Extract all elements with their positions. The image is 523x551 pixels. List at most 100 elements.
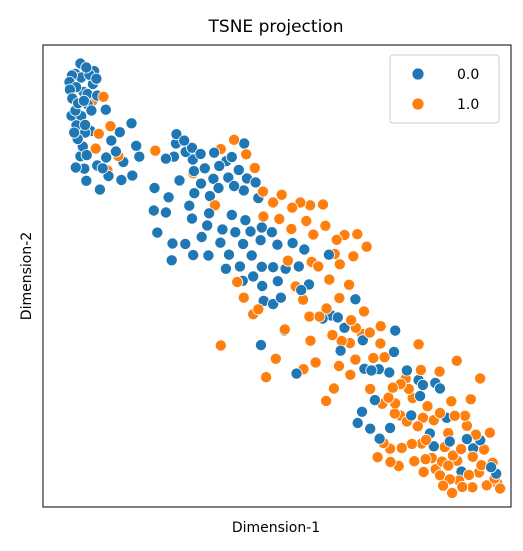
scatter-point-0.0 <box>233 260 246 273</box>
scatter-point-1.0 <box>228 133 241 146</box>
scatter-point-0.0 <box>443 435 456 448</box>
points-layer <box>63 57 507 499</box>
scatter-point-0.0 <box>212 181 225 194</box>
scatter-point-0.0 <box>216 223 229 236</box>
scatter-point-0.0 <box>237 184 250 197</box>
scatter-point-0.0 <box>383 366 396 379</box>
scatter-point-0.0 <box>228 179 241 192</box>
scatter-point-0.0 <box>485 461 498 474</box>
scatter-point-0.0 <box>239 214 252 227</box>
scatter-point-0.0 <box>202 249 215 262</box>
scatter-point-1.0 <box>312 260 325 273</box>
scatter-point-0.0 <box>368 394 381 407</box>
scatter-point-0.0 <box>400 364 413 377</box>
scatter-point-0.0 <box>151 226 164 239</box>
scatter-point-0.0 <box>126 169 139 182</box>
scatter-point-1.0 <box>395 441 408 454</box>
scatter-point-0.0 <box>298 243 311 256</box>
scatter-point-0.0 <box>79 118 92 131</box>
scatter-point-0.0 <box>433 382 446 395</box>
scatter-point-0.0 <box>271 275 284 288</box>
scatter-point-0.0 <box>254 234 267 247</box>
scatter-point-1.0 <box>448 409 461 422</box>
scatter-point-1.0 <box>411 420 424 433</box>
scatter-point-1.0 <box>307 228 320 241</box>
scatter-point-0.0 <box>249 176 262 189</box>
scatter-point-1.0 <box>326 329 339 342</box>
scatter-point-0.0 <box>247 270 260 283</box>
scatter-point-1.0 <box>89 142 102 155</box>
scatter-point-1.0 <box>309 356 322 369</box>
scatter-point-1.0 <box>360 240 373 253</box>
scatter-point-0.0 <box>187 165 200 178</box>
scatter-point-1.0 <box>408 455 421 468</box>
scatter-point-1.0 <box>446 449 459 462</box>
scatter-point-1.0 <box>260 371 273 384</box>
scatter-point-1.0 <box>252 303 265 316</box>
scatter-point-0.0 <box>405 409 418 422</box>
scatter-point-0.0 <box>178 134 191 147</box>
scatter-point-1.0 <box>286 201 299 214</box>
scatter-point-0.0 <box>173 174 186 187</box>
scatter-point-0.0 <box>254 339 267 352</box>
scatter-point-1.0 <box>327 382 340 395</box>
scatter-point-1.0 <box>382 391 395 404</box>
scatter-point-0.0 <box>195 230 208 243</box>
scatter-point-1.0 <box>494 482 507 495</box>
scatter-point-1.0 <box>303 310 316 323</box>
scatter-point-0.0 <box>170 128 183 141</box>
scatter-point-0.0 <box>198 162 211 175</box>
scatter-point-0.0 <box>80 174 93 187</box>
scatter-point-1.0 <box>97 90 110 103</box>
scatter-point-1.0 <box>285 222 298 235</box>
scatter-point-1.0 <box>269 352 282 365</box>
scatter-point-0.0 <box>201 219 214 232</box>
scatter-point-0.0 <box>355 405 368 418</box>
scatter-point-0.0 <box>159 206 172 219</box>
scatter-point-1.0 <box>330 233 343 246</box>
scatter-point-1.0 <box>433 365 446 378</box>
scatter-point-0.0 <box>229 226 242 239</box>
scatter-point-0.0 <box>267 298 280 311</box>
scatter-point-0.0 <box>133 150 146 163</box>
legend-label-0: 0.0 <box>457 67 479 83</box>
scatter-point-0.0 <box>245 249 258 262</box>
scatter-point-1.0 <box>273 212 286 225</box>
scatter-point-0.0 <box>373 432 386 445</box>
legend-marker-1 <box>411 97 425 111</box>
scatter-point-1.0 <box>466 450 479 463</box>
scatter-point-1.0 <box>248 161 261 174</box>
scatter-point-1.0 <box>405 437 418 450</box>
scatter-point-1.0 <box>384 455 397 468</box>
scatter-point-1.0 <box>421 400 434 413</box>
scatter-point-0.0 <box>85 104 98 117</box>
scatter-point-0.0 <box>222 171 235 184</box>
scatter-point-1.0 <box>445 395 458 408</box>
scatter-point-0.0 <box>256 279 269 292</box>
scatter-point-1.0 <box>374 337 387 350</box>
scatter-point-0.0 <box>99 103 112 116</box>
scatter-point-0.0 <box>214 236 227 249</box>
scatter-point-1.0 <box>475 459 488 472</box>
scatter-point-1.0 <box>316 198 329 211</box>
scatter-point-0.0 <box>427 440 440 453</box>
scatter-point-0.0 <box>389 324 402 337</box>
scatter-point-0.0 <box>194 177 207 190</box>
x-axis-label: Dimension-1 <box>232 520 320 536</box>
scatter-point-1.0 <box>364 382 377 395</box>
scatter-point-0.0 <box>274 291 287 304</box>
scatter-point-0.0 <box>364 422 377 435</box>
scatter-point-0.0 <box>225 151 238 164</box>
scatter-point-0.0 <box>105 134 118 147</box>
scatter-point-1.0 <box>386 381 399 394</box>
scatter-point-0.0 <box>225 208 238 221</box>
scatter-point-1.0 <box>313 310 326 323</box>
scatter-point-1.0 <box>367 351 380 364</box>
scatter-point-0.0 <box>286 237 299 250</box>
scatter-point-0.0 <box>334 344 347 357</box>
scatter-point-0.0 <box>115 173 128 186</box>
scatter-point-1.0 <box>278 323 291 336</box>
scatter-point-0.0 <box>93 183 106 196</box>
chart-title: TSNE projection <box>208 17 344 37</box>
scatter-point-1.0 <box>344 368 357 381</box>
